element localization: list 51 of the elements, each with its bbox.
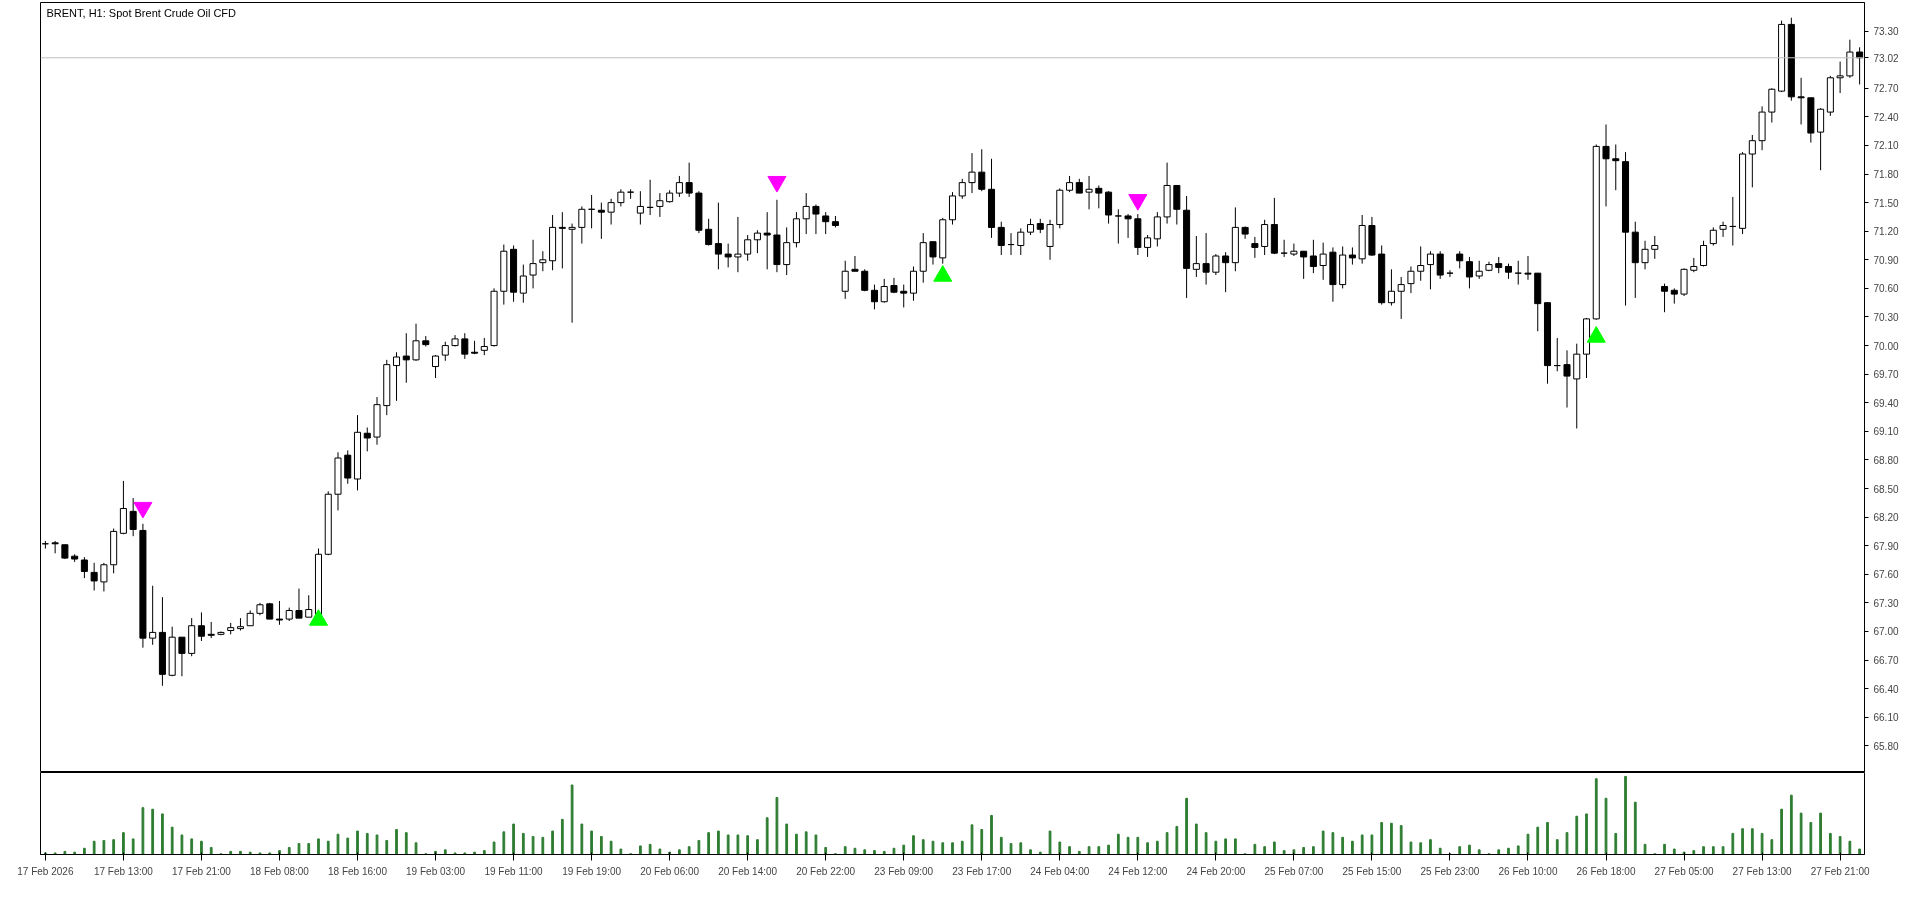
x-tick-label: 19 Feb 19:00: [562, 865, 622, 877]
y-tick-label: 66.70: [1873, 655, 1899, 667]
y-tick-label: 71.80: [1873, 169, 1899, 181]
ref-line-label: 73.02: [1873, 52, 1899, 64]
x-tick-label: 20 Feb 14:00: [718, 865, 778, 877]
x-tick-label: 25 Feb 15:00: [1342, 865, 1402, 877]
x-tick-label: 27 Feb 05:00: [1654, 865, 1714, 877]
y-tick-label: 68.20: [1873, 512, 1899, 524]
y-tick-label: 70.60: [1873, 283, 1899, 295]
x-tick-label: 23 Feb 09:00: [874, 865, 934, 877]
y-tick-label: 67.90: [1873, 540, 1899, 552]
y-tick-label: 72.10: [1873, 140, 1899, 152]
x-tick-label: 20 Feb 06:00: [640, 865, 700, 877]
x-tick-label: 17 Feb 13:00: [93, 865, 154, 877]
x-tick-label: 26 Feb 18:00: [1576, 865, 1636, 877]
x-tick-label: 27 Feb 13:00: [1732, 865, 1792, 877]
y-tick-label: 65.80: [1873, 740, 1899, 752]
y-tick-label: 68.80: [1873, 454, 1899, 466]
y-tick-label: 66.10: [1873, 712, 1899, 724]
y-tick-label: 72.40: [1873, 111, 1899, 123]
y-tick-label: 72.70: [1873, 83, 1899, 95]
y-tick-label: 70.30: [1873, 311, 1899, 323]
x-tick-label: 18 Feb 16:00: [328, 865, 388, 877]
x-tick-label: 24 Feb 04:00: [1030, 865, 1090, 877]
x-tick-label: 25 Feb 23:00: [1420, 865, 1480, 877]
y-tick-label: 67.60: [1873, 569, 1899, 581]
y-tick-label: 68.50: [1873, 483, 1899, 495]
x-tick-label: 24 Feb 12:00: [1108, 865, 1168, 877]
y-tick-label: 69.70: [1873, 369, 1899, 381]
y-tick-label: 66.40: [1873, 683, 1899, 695]
x-tick-label: 17 Feb 2026: [17, 865, 74, 877]
chart-title: BRENT, H1: Spot Brent Crude Oil CFD: [46, 6, 237, 19]
y-tick-label: 71.50: [1873, 197, 1899, 209]
y-tick-label: 67.30: [1873, 597, 1899, 609]
x-tick-label: 27 Feb 21:00: [1810, 865, 1871, 877]
x-tick-label: 20 Feb 22:00: [796, 865, 856, 877]
x-tick-label: 18 Feb 08:00: [250, 865, 310, 877]
y-tick-label: 73.30: [1873, 26, 1899, 38]
y-tick-label: 70.90: [1873, 254, 1899, 266]
x-tick-label: 26 Feb 10:00: [1498, 865, 1558, 877]
y-tick-label: 69.10: [1873, 426, 1899, 438]
y-tick-label: 71.20: [1873, 226, 1899, 238]
x-tick-label: 25 Feb 07:00: [1264, 865, 1324, 877]
x-tick-label: 19 Feb 11:00: [484, 865, 544, 877]
x-tick-label: 19 Feb 03:00: [406, 865, 466, 877]
x-tick-label: 17 Feb 21:00: [171, 865, 232, 877]
y-tick-label: 69.40: [1873, 397, 1899, 409]
x-tick-label: 24 Feb 20:00: [1186, 865, 1246, 877]
y-tick-label: 67.00: [1873, 626, 1899, 638]
x-tick-label: 23 Feb 17:00: [952, 865, 1012, 877]
y-tick-label: 70.00: [1873, 340, 1899, 352]
